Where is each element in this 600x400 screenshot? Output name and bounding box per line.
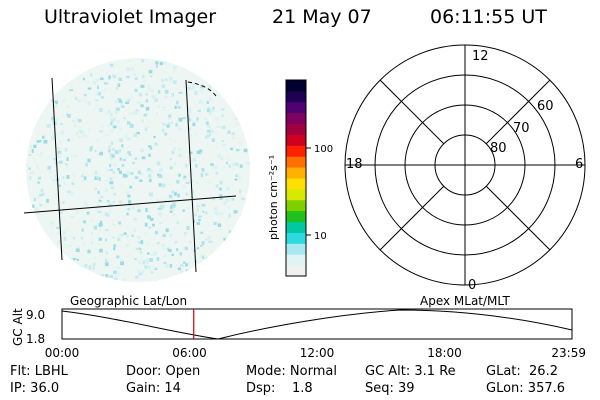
timeline-x-tick: 12:00 <box>300 346 335 360</box>
lat-label-80: 80 <box>490 141 507 156</box>
image-time: 06:11:55 UT <box>430 6 547 28</box>
colorbar-segment <box>286 134 306 146</box>
lat-label-70: 70 <box>513 121 530 136</box>
colorbar-segment <box>286 167 306 179</box>
timeline-x-tick: 06:00 <box>172 346 207 360</box>
uv-image <box>26 58 250 282</box>
mlt-label-6: 6 <box>575 157 583 172</box>
timeline-x-tick: 00:00 <box>45 346 80 360</box>
mlt-label-18: 18 <box>346 157 363 172</box>
gc-alt-text: GC Alt: 3.1 Re <box>365 364 456 379</box>
timeline-left-title: Geographic Lat/Lon <box>70 294 187 308</box>
lat-label-60: 60 <box>537 99 554 114</box>
colorbar-segment <box>286 90 306 103</box>
colorbar-segment <box>286 199 306 212</box>
colorbar-label: photon cm⁻²s⁻¹ <box>267 155 280 240</box>
image-date: 21 May 07 <box>272 6 372 28</box>
altitude-timeline: Geographic Lat/Lon Apex MLat/MLT GC Alt … <box>11 294 586 360</box>
timeline-axis-label: GC Alt <box>11 308 25 346</box>
colorbar-segment <box>286 243 306 255</box>
colorbar-segment <box>286 80 306 92</box>
polar-plot <box>344 44 586 286</box>
timeline-right-title: Apex MLat/MLT <box>420 294 510 308</box>
colorbar-segment <box>286 101 306 114</box>
colorbar-segment <box>286 254 306 266</box>
colorbar-segment <box>286 145 306 157</box>
timeline-y-bottom: 1.8 <box>26 332 45 346</box>
colorbar-tick-100: 100 <box>314 144 333 155</box>
ip-text: IP: 36.0 <box>10 381 60 396</box>
mlt-label-0: 0 <box>468 278 476 293</box>
mode-text: Mode: Normal <box>246 364 337 379</box>
gain-text: Gain: 14 <box>126 381 181 396</box>
colorbar-segment <box>286 156 306 168</box>
instrument-title: Ultraviolet Imager <box>44 6 217 28</box>
colorbar-segment <box>286 123 306 135</box>
door-text: Door: Open <box>126 364 201 379</box>
timeline-x-tick: 18:00 <box>427 346 462 360</box>
colorbar-segment <box>286 232 306 244</box>
colorbar-segment <box>286 188 306 201</box>
colorbar: 100 10 photon cm⁻²s⁻¹ <box>267 79 333 277</box>
timeline-x-tick: 23:59 <box>551 346 586 360</box>
colorbar-tick-10: 10 <box>314 231 327 242</box>
dsp-text: Dsp: 1.8 <box>246 381 313 396</box>
glon-text: GLon: 357.6 <box>486 381 566 396</box>
mlt-label-12: 12 <box>472 49 489 64</box>
filter-text: Flt: LBHL <box>10 364 68 379</box>
colorbar-segment <box>286 112 306 125</box>
colorbar-segment <box>286 221 306 233</box>
colorbar-segment <box>286 265 306 277</box>
colorbar-segment <box>286 178 306 190</box>
timeline-y-top: 9.0 <box>26 308 45 322</box>
seq-text: Seq: 39 <box>365 381 415 396</box>
colorbar-segment <box>286 210 306 223</box>
geographic-grid <box>23 77 237 273</box>
glat-text: GLat: 26.2 <box>486 364 558 379</box>
